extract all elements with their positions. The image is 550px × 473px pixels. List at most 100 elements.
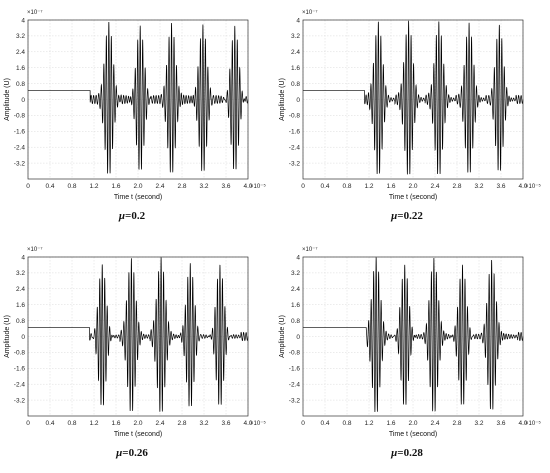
x-tick-label: 3.6 <box>221 183 230 190</box>
x-axis-label: Time t (second) <box>389 431 437 438</box>
signal-series-line <box>303 257 524 413</box>
mu-value: =0.26 <box>122 447 148 459</box>
x-tick-label: 0.8 <box>67 420 76 427</box>
y-tick-label: -0.8 <box>289 113 301 120</box>
panel-caption: μ=0.2 <box>118 210 146 222</box>
plot-frame <box>302 256 524 417</box>
x-tick-label: 2.4 <box>155 420 164 427</box>
x-tick-label: 2.0 <box>133 420 142 427</box>
y-tick-label: -2.4 <box>14 382 26 389</box>
x-tick-label: 1.6 <box>386 183 395 190</box>
plot-frame <box>302 19 524 180</box>
y-multiplier-label: ×10⁻⁷ <box>27 246 43 253</box>
panel-caption: μ=0.28 <box>390 447 423 459</box>
y-tick-label: 0.8 <box>291 318 300 325</box>
x-tick-label: 3.2 <box>199 183 208 190</box>
y-tick-label: 3.2 <box>16 270 25 277</box>
y-tick-label: 0.8 <box>291 81 300 88</box>
y-axis-label: Amplitude (U) <box>279 315 286 358</box>
x-axis-label: Time t (second) <box>114 194 162 201</box>
chart-panel-mu-0-28: 0 0.4 0.8 1.2 1.6 2.0 2.4 2.8 3.2 3.6 4.0 -3.2 -2.4 -… <box>279 246 541 459</box>
x-tick-label: 1.2 <box>364 183 373 190</box>
x-axis-label: Time t (second) <box>114 431 162 438</box>
x-tick-label: 3.2 <box>199 420 208 427</box>
y-multiplier-label: ×10⁻⁷ <box>302 9 318 16</box>
x-axis-label: Time t (second) <box>389 194 437 201</box>
plot-frame <box>27 19 249 180</box>
y-tick-label: -3.2 <box>289 160 301 167</box>
y-tick-label: 0 <box>21 97 25 104</box>
x-tick-label: 2.8 <box>452 183 461 190</box>
y-tick-label: -0.8 <box>14 113 26 120</box>
chart-panel-mu-0-26: 0 0.4 0.8 1.2 1.6 2.0 2.4 2.8 3.2 3.6 4.0 -3.2 -2.4 -… <box>4 246 266 459</box>
y-tick-label: -0.8 <box>14 350 26 357</box>
y-tick-label: 0.8 <box>16 318 25 325</box>
x-tick-label: 3.6 <box>221 420 230 427</box>
y-tick-label: -1.6 <box>14 129 26 136</box>
y-multiplier-label: ×10⁻⁷ <box>302 246 318 253</box>
x-tick-label: 3.2 <box>474 183 483 190</box>
x-tick-label: 2.8 <box>177 420 186 427</box>
x-tick-label: 4.0 <box>518 183 527 190</box>
y-tick-label: 0 <box>21 334 25 341</box>
mu-value: =0.22 <box>397 210 423 222</box>
x-tick-label: 2.4 <box>430 183 439 190</box>
x-tick-label: 2.4 <box>430 420 439 427</box>
x-tick-label: 2.8 <box>177 183 186 190</box>
x-tick-label: 0.4 <box>320 420 329 427</box>
x-tick-label: 2.0 <box>133 183 142 190</box>
signal-series-line <box>303 20 524 175</box>
y-tick-label: 4 <box>21 254 25 261</box>
y-multiplier-label: ×10⁻⁷ <box>27 9 43 16</box>
y-tick-label: 1.6 <box>291 65 300 72</box>
x-multiplier-label: ×10⁻⁵ <box>250 420 266 427</box>
x-tick-label: 0.4 <box>320 183 329 190</box>
y-axis-label: Amplitude (U) <box>4 78 11 121</box>
y-tick-label: 4 <box>296 254 300 261</box>
y-tick-label: 4 <box>296 17 300 24</box>
x-tick-label: 1.2 <box>89 183 98 190</box>
x-tick-label: 0.8 <box>67 183 76 190</box>
y-tick-label: -1.6 <box>289 366 301 373</box>
x-tick-label: 0.4 <box>45 183 54 190</box>
y-tick-label: -2.4 <box>14 145 26 152</box>
x-multiplier-label: ×10⁻⁵ <box>525 420 541 427</box>
y-tick-label: 3.2 <box>291 33 300 40</box>
y-axis-label: Amplitude (U) <box>279 78 286 121</box>
x-tick-label: 1.6 <box>111 420 120 427</box>
mu-symbol: μ <box>115 447 122 459</box>
y-tick-label: -3.2 <box>289 397 301 404</box>
x-tick-label: 2.8 <box>452 420 461 427</box>
y-axis-label: Amplitude (U) <box>4 315 11 358</box>
x-tick-label: 3.2 <box>474 420 483 427</box>
y-tick-label: 3.2 <box>291 270 300 277</box>
x-tick-label: 2.0 <box>408 420 417 427</box>
y-tick-label: -3.2 <box>14 160 26 167</box>
y-tick-label: 1.6 <box>16 65 25 72</box>
x-tick-label: 2.4 <box>155 183 164 190</box>
mu-symbol: μ <box>390 447 397 459</box>
x-tick-label: 4.0 <box>518 420 527 427</box>
x-tick-label: 3.6 <box>496 183 505 190</box>
y-tick-label: 3.2 <box>16 33 25 40</box>
y-tick-label: 0.8 <box>16 81 25 88</box>
plot-frame <box>27 256 249 417</box>
y-tick-label: -1.6 <box>289 129 301 136</box>
signal-series-line <box>28 21 249 174</box>
x-tick-label: 1.6 <box>111 183 120 190</box>
mu-symbol: μ <box>390 210 397 222</box>
y-tick-label: 1.6 <box>291 302 300 309</box>
x-tick-label: 3.6 <box>496 420 505 427</box>
chart-panel-mu-0-22: 0 0.4 0.8 1.2 1.6 2.0 2.4 2.8 3.2 3.6 4.0 -3.2 -2.4 -… <box>279 9 541 222</box>
x-tick-label: 0 <box>301 183 305 190</box>
x-tick-label: 0.4 <box>45 420 54 427</box>
x-tick-label: 0 <box>301 420 305 427</box>
y-tick-label: 0 <box>296 97 300 104</box>
y-tick-label: -0.8 <box>289 350 301 357</box>
y-tick-label: -3.2 <box>14 397 26 404</box>
y-tick-label: -1.6 <box>14 366 26 373</box>
x-tick-label: 0.8 <box>342 183 351 190</box>
x-tick-label: 4.0 <box>243 420 252 427</box>
y-tick-label: 2.4 <box>16 49 25 56</box>
mu-value: =0.28 <box>397 447 423 459</box>
